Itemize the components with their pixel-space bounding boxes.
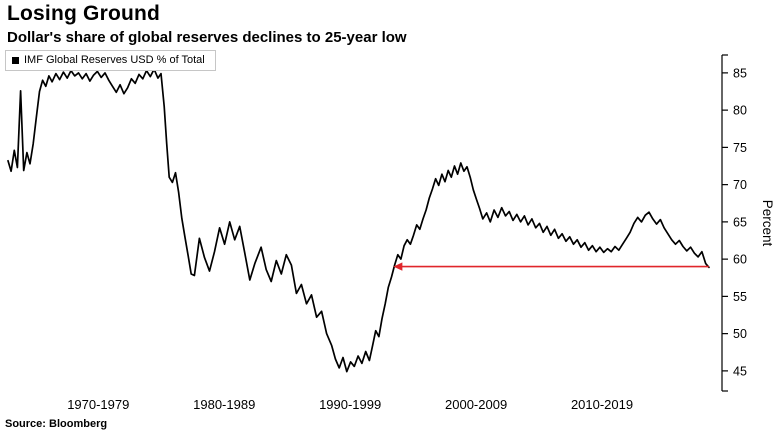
legend-series-marker-icon bbox=[12, 57, 19, 64]
y-tick-label: 50 bbox=[733, 327, 747, 341]
y-tick-label: 55 bbox=[733, 290, 747, 304]
y-tick-label: 75 bbox=[733, 141, 747, 155]
y-axis-title: Percent bbox=[760, 200, 775, 247]
chart-subtitle: Dollar's share of global reserves declin… bbox=[7, 29, 407, 46]
y-tick-label: 65 bbox=[733, 215, 747, 229]
x-tick-label: 1990-1999 bbox=[319, 397, 381, 412]
x-tick-label: 2010-2019 bbox=[571, 397, 633, 412]
x-tick-label: 1980-1989 bbox=[193, 397, 255, 412]
x-tick-label: 2000-2009 bbox=[445, 397, 507, 412]
source-note: Source: Bloomberg bbox=[5, 418, 108, 430]
x-tick-label: 1970-1979 bbox=[67, 397, 129, 412]
reference-arrow-head-icon bbox=[393, 262, 403, 271]
legend: IMF Global Reserves USD % of Total bbox=[5, 50, 216, 71]
y-tick-label: 45 bbox=[733, 364, 747, 378]
y-tick-label: 70 bbox=[733, 178, 747, 192]
legend-label: IMF Global Reserves USD % of Total bbox=[24, 54, 205, 66]
chart-title: Losing Ground bbox=[7, 2, 161, 25]
series-line bbox=[7, 68, 710, 373]
y-tick-label: 60 bbox=[733, 253, 747, 267]
y-tick-label: 80 bbox=[733, 104, 747, 118]
y-tick-label: 85 bbox=[733, 66, 747, 80]
